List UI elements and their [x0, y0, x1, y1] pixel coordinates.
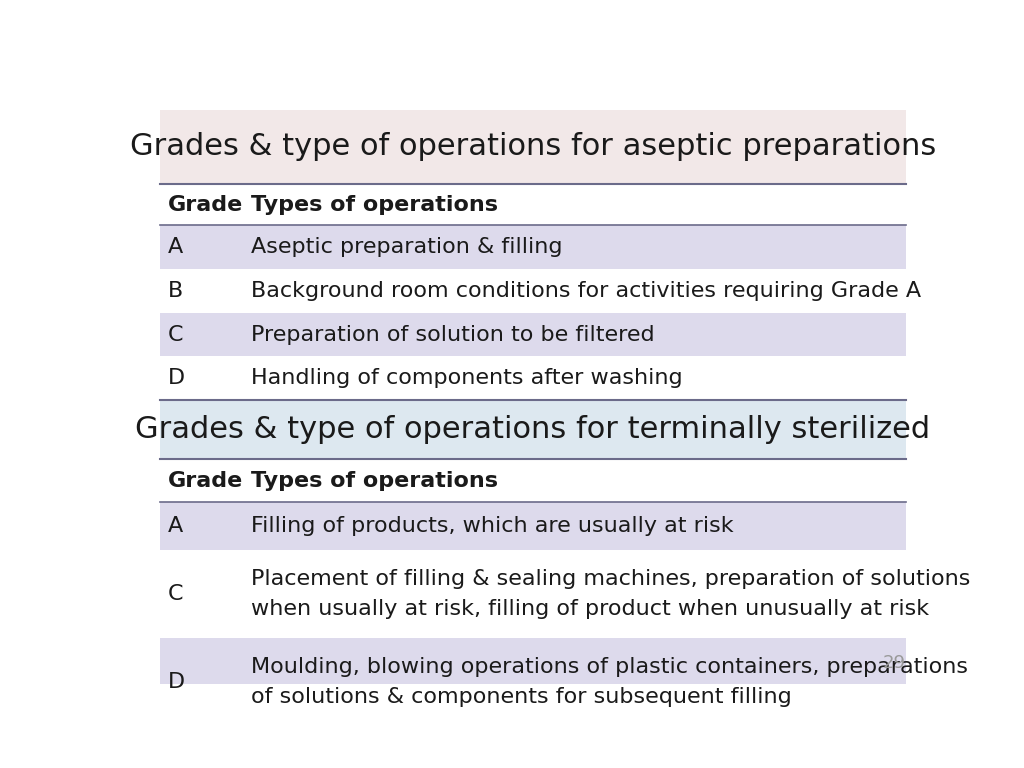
- Text: Moulding, blowing operations of plastic containers, preparations
of solutions & : Moulding, blowing operations of plastic …: [251, 657, 968, 707]
- Text: Background room conditions for activities requiring Grade A: Background room conditions for activitie…: [251, 281, 922, 301]
- Bar: [160, 110, 905, 184]
- Text: Types of operations: Types of operations: [251, 194, 498, 214]
- Bar: [160, 400, 905, 459]
- Text: Grades & type of operations for aseptic preparations: Grades & type of operations for aseptic …: [130, 132, 936, 161]
- Text: Aseptic preparation & filling: Aseptic preparation & filling: [251, 237, 562, 257]
- Bar: [160, 502, 905, 551]
- Text: Handling of components after washing: Handling of components after washing: [251, 369, 683, 389]
- Text: C: C: [168, 325, 183, 345]
- Text: D: D: [168, 369, 184, 389]
- Text: Filling of products, which are usually at risk: Filling of products, which are usually a…: [251, 516, 733, 536]
- Bar: [160, 225, 905, 269]
- Text: B: B: [168, 281, 183, 301]
- Text: Preparation of solution to be filtered: Preparation of solution to be filtered: [251, 325, 654, 345]
- Text: Types of operations: Types of operations: [251, 471, 498, 491]
- Text: C: C: [168, 584, 183, 604]
- Text: A: A: [168, 516, 183, 536]
- Text: D: D: [168, 672, 184, 692]
- Text: Grade: Grade: [168, 194, 243, 214]
- Text: A: A: [168, 237, 183, 257]
- Text: Grade: Grade: [168, 471, 243, 491]
- Text: 29: 29: [883, 654, 905, 672]
- Bar: [160, 638, 905, 726]
- Text: Placement of filling & sealing machines, preparation of solutions
when usually a: Placement of filling & sealing machines,…: [251, 569, 971, 619]
- Bar: [160, 313, 905, 356]
- Text: Grades & type of operations for terminally sterilized: Grades & type of operations for terminal…: [135, 415, 930, 445]
